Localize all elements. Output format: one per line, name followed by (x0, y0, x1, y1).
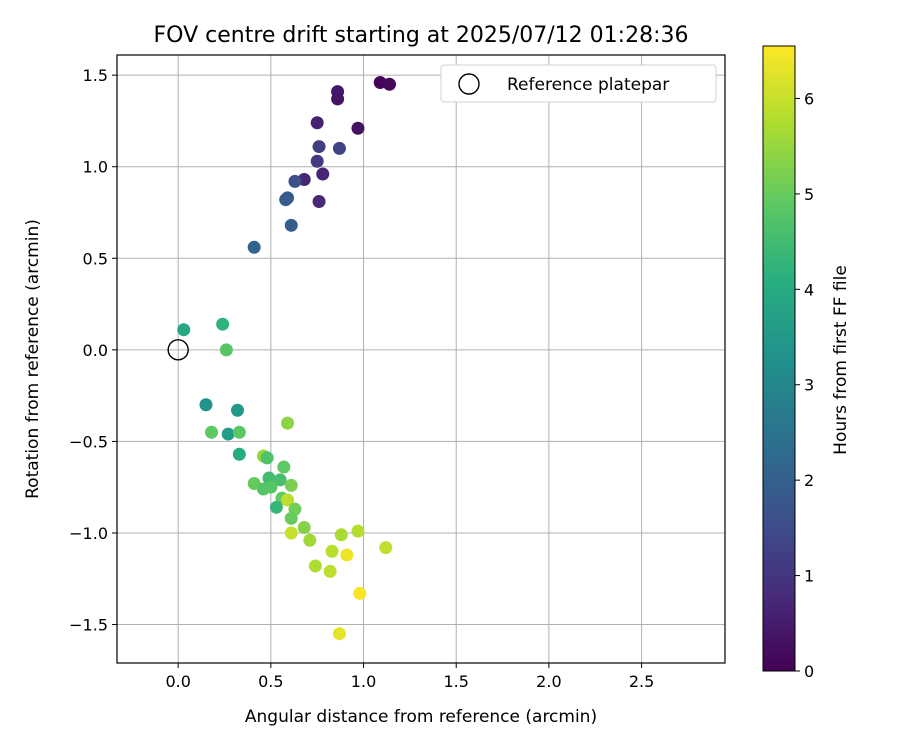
y-tick-label: −1.5 (69, 616, 108, 635)
data-point (279, 193, 293, 207)
plot-frame (116, 54, 726, 664)
x-axis-ticks: 0.0 0.5 1.0 1.5 2.0 2.5 (165, 663, 654, 691)
data-point (284, 511, 298, 525)
data-point (230, 403, 244, 417)
colorbar-tick-label: 3 (804, 376, 814, 395)
x-tick-label: 1.5 (443, 672, 468, 691)
y-axis-ticks: −1.5 −1.0 −0.5 0.0 0.5 1.0 1.5 (69, 66, 117, 635)
data-point (177, 323, 191, 337)
data-point (219, 343, 233, 357)
data-point (310, 116, 324, 130)
data-point (288, 174, 302, 188)
data-point (303, 533, 317, 547)
reference-point (167, 339, 189, 361)
x-tick-label: 2.0 (536, 672, 561, 691)
colorbar-tick-label: 2 (804, 471, 814, 490)
data-point (247, 240, 261, 254)
colorbar-tick-label: 5 (804, 185, 814, 204)
colorbar-tick-label: 4 (804, 280, 814, 299)
x-axis-label: Angular distance from reference (arcmin) (245, 707, 597, 727)
colorbar-fill (762, 45, 796, 672)
x-tick-label: 2.5 (629, 672, 654, 691)
grid-lines (117, 55, 725, 663)
y-tick-label: 1.0 (83, 158, 108, 177)
data-point (216, 317, 230, 331)
data-point (334, 528, 348, 542)
data-point (379, 541, 393, 555)
data-point (332, 141, 346, 155)
data-point (281, 416, 295, 430)
data-point (351, 121, 365, 135)
colorbar-tick-label: 0 (804, 662, 814, 681)
y-tick-label: 1.5 (83, 66, 108, 85)
legend-entry: Reference platepar (507, 75, 669, 95)
data-point (323, 564, 337, 578)
data-point (269, 500, 283, 514)
data-point (284, 218, 298, 232)
data-point (351, 524, 365, 538)
colorbar-tick-label: 1 (804, 567, 814, 586)
data-point (325, 544, 339, 558)
y-tick-label: −1.0 (69, 524, 108, 543)
legend-box (440, 64, 717, 103)
legend: Reference platepar (440, 64, 717, 103)
x-tick-label: 0.0 (165, 672, 190, 691)
data-point (281, 493, 295, 507)
data-point (297, 520, 311, 534)
data-point (312, 140, 326, 154)
data-point (312, 195, 326, 209)
data-point (284, 526, 298, 540)
data-point (331, 92, 345, 106)
data-point (232, 425, 246, 439)
data-point (232, 447, 246, 461)
data-point (332, 627, 346, 641)
data-point (310, 154, 324, 168)
y-tick-label: 0.0 (83, 341, 108, 360)
colorbar-ticks: 0 1 2 3 4 5 6 (795, 89, 814, 681)
y-tick-label: 0.5 (83, 249, 108, 268)
data-point (284, 478, 298, 492)
data-point (199, 398, 213, 412)
data-point (316, 167, 330, 181)
colorbar-tick-label: 6 (804, 89, 814, 108)
colorbar-label: Hours from first FF file (831, 265, 851, 455)
data-point (353, 586, 367, 600)
data-point (382, 77, 396, 91)
colorbar: 0 1 2 3 4 5 6 Hours from first FF file (762, 45, 851, 681)
data-point (273, 473, 287, 487)
chart-title: FOV centre drift starting at 2025/07/12 … (154, 23, 689, 48)
x-tick-label: 0.5 (258, 672, 283, 691)
data-points (177, 75, 396, 641)
x-tick-label: 1.0 (351, 672, 376, 691)
data-point (221, 427, 235, 441)
reference-marker (167, 339, 189, 361)
data-point (260, 451, 274, 465)
data-point (205, 425, 219, 439)
y-tick-label: −0.5 (69, 432, 108, 451)
data-point (264, 480, 278, 494)
y-axis-label: Rotation from reference (arcmin) (23, 219, 43, 499)
data-point (277, 460, 291, 474)
data-point (308, 559, 322, 573)
data-point (340, 548, 354, 562)
legend-marker (458, 73, 480, 95)
